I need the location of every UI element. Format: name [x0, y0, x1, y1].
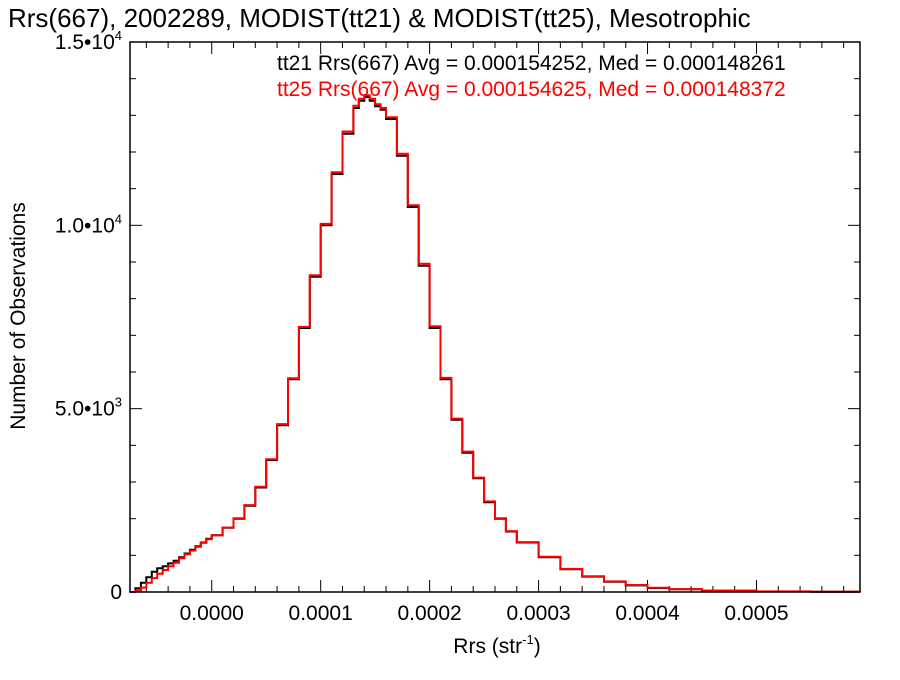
- plot-frame: [129, 41, 861, 593]
- x-tick-label: 0.0003: [506, 602, 570, 625]
- y-axis-label: Number of Observations: [7, 202, 30, 430]
- x-axis-label-close: ): [534, 635, 541, 658]
- x-tick-label: 0.0001: [289, 602, 353, 625]
- x-axis-label-sup: -1: [522, 632, 534, 647]
- stats-line-tt25: tt25 Rrs(667) Avg = 0.000154625, Med = 0…: [277, 78, 786, 101]
- x-tick-label: 0.0000: [180, 602, 244, 625]
- y-tick-label: 1.5•104: [55, 28, 122, 54]
- x-tick-label: 0.0005: [724, 602, 788, 625]
- x-axis-label: Rrs (str-1): [453, 632, 540, 658]
- series-layer: [130, 94, 861, 593]
- y-tick-label: 0: [110, 581, 122, 604]
- stats-line-tt21: tt21 Rrs(667) Avg = 0.000154252, Med = 0…: [277, 52, 786, 75]
- y-tick-label: 1.0•104: [55, 211, 122, 237]
- chart-title: Rrs(667), 2002289, MODIST(tt21) & MODIST…: [8, 3, 751, 33]
- y-tick-labels: 0 5.0•103 1.0•104 1.5•104: [55, 28, 122, 604]
- x-tick-label: 0.0002: [398, 602, 462, 625]
- y-tick-label: 5.0•103: [55, 395, 122, 421]
- x-tick-labels: 0.0000 0.0001 0.0002 0.0003 0.0004 0.0005: [180, 602, 789, 625]
- axis-ticks: [130, 41, 860, 593]
- x-axis-label-main: Rrs (str: [453, 635, 522, 658]
- x-tick-label: 0.0004: [615, 602, 680, 625]
- series-tt25-line: [130, 94, 861, 593]
